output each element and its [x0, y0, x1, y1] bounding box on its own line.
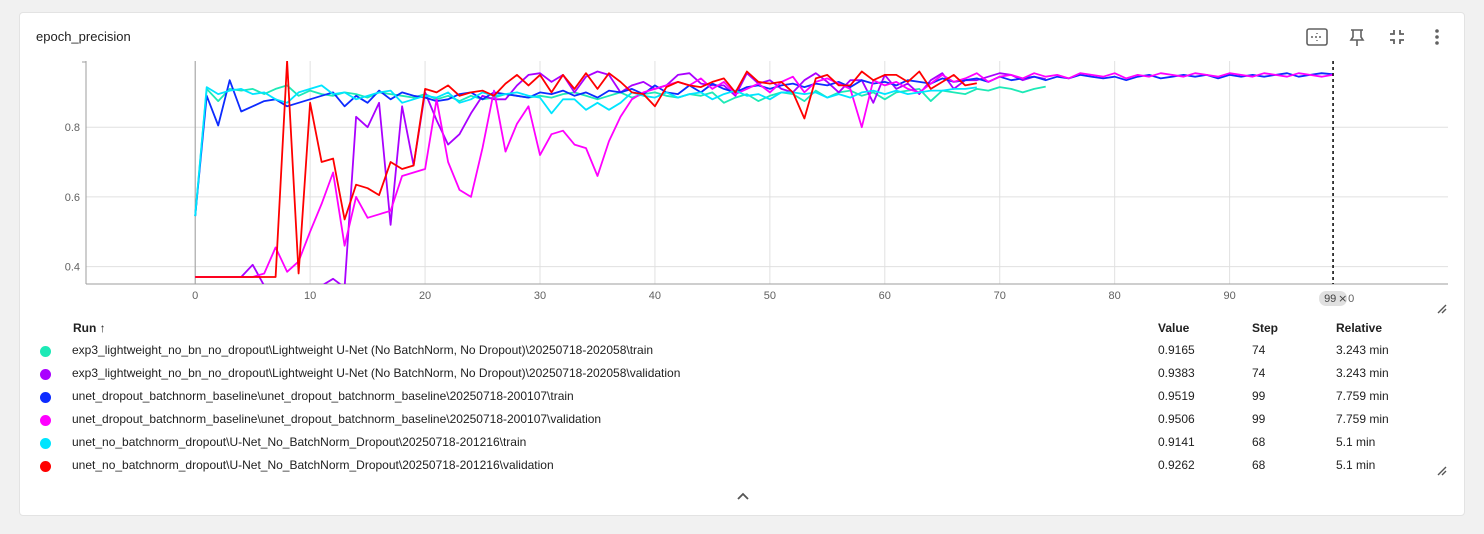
y-tick-label: 0.4	[65, 262, 80, 274]
legend-step: 68	[1252, 458, 1266, 472]
series-color-dot	[40, 461, 51, 472]
x-tick-label: 30	[534, 290, 546, 302]
y-tick-label: 0.8	[65, 122, 80, 134]
collapse-fullscreen-icon	[1390, 30, 1404, 44]
legend-relative: 3.243 min	[1336, 366, 1389, 380]
legend-run-name: unet_no_batchnorm_dropout\U-Net_No_Batch…	[72, 435, 527, 449]
y-tick-label: 0.6	[65, 192, 80, 204]
x-tick-label: 0	[192, 290, 198, 302]
legend-relative: 3.243 min	[1336, 343, 1389, 357]
legend-run-name: exp3_lightweight_no_bn_no_dropout\Lightw…	[72, 343, 654, 357]
legend-value: 0.9519	[1158, 389, 1195, 403]
legend-relative: 7.759 min	[1336, 412, 1389, 426]
legend-step: 99	[1252, 389, 1266, 403]
legend-row[interactable]: unet_dropout_batchnorm_baseline\unet_dro…	[20, 408, 1466, 431]
legend-relative: 7.759 min	[1336, 389, 1389, 403]
legend-header-run[interactable]: Run ↑	[73, 321, 106, 335]
series-line-2	[195, 70, 1046, 284]
pin-button[interactable]	[1340, 25, 1374, 49]
legend-header-relative[interactable]: Relative	[1336, 321, 1383, 335]
legend-value: 0.9141	[1158, 435, 1195, 449]
legend-value: 0.9262	[1158, 458, 1195, 472]
legend-resize-handle[interactable]	[1436, 465, 1448, 477]
fit-domain-icon	[1306, 28, 1328, 46]
chart-title: epoch_precision	[36, 29, 131, 44]
legend-row[interactable]: unet_dropout_batchnorm_baseline\unet_dro…	[20, 385, 1466, 408]
x-tick-label: 80	[1109, 290, 1121, 302]
chart-card: epoch_precision 0 10 20 30 40 50 60 70	[19, 12, 1465, 516]
legend-row[interactable]: exp3_lightweight_no_bn_no_dropout\Lightw…	[20, 362, 1466, 385]
legend-relative: 5.1 min	[1336, 458, 1376, 472]
legend-step: 74	[1252, 366, 1266, 380]
series-color-dot	[40, 415, 51, 426]
chevron-up-icon[interactable]	[734, 487, 752, 505]
series-line-6	[195, 61, 977, 278]
x-tick-label-truncated: 0	[1348, 293, 1354, 305]
line-chart[interactable]: 0 10 20 30 40 50 60 70 80 900.40.60.899 × 0	[20, 13, 1466, 313]
x-tick-label: 50	[764, 290, 776, 302]
x-tick-label: 60	[879, 290, 891, 302]
more-vert-icon	[1435, 29, 1439, 45]
series-color-dot	[40, 346, 51, 357]
series-line-4	[195, 72, 1334, 278]
pin-icon	[1349, 29, 1365, 46]
legend-run-name: unet_dropout_batchnorm_baseline\unet_dro…	[72, 412, 602, 426]
legend-relative: 5.1 min	[1336, 435, 1376, 449]
chart-resize-handle[interactable]	[1436, 303, 1448, 315]
legend-run-name: exp3_lightweight_no_bn_no_dropout\Lightw…	[72, 366, 681, 380]
x-tick-label: 70	[994, 290, 1006, 302]
legend-header-step[interactable]: Step	[1252, 321, 1279, 335]
close-icon[interactable]: ×	[1338, 292, 1347, 305]
legend-step: 99	[1252, 412, 1266, 426]
legend-value: 0.9383	[1158, 366, 1195, 380]
series-color-dot	[40, 438, 51, 449]
step-cursor-label: 99	[1324, 293, 1336, 305]
x-tick-label: 10	[304, 290, 316, 302]
legend-value: 0.9165	[1158, 343, 1195, 357]
series-color-dot	[40, 392, 51, 403]
chart-toolbar	[1300, 25, 1454, 49]
fit-domain-button[interactable]	[1300, 25, 1334, 49]
legend-row[interactable]: unet_no_batchnorm_dropout\U-Net_No_Batch…	[20, 454, 1466, 477]
more-menu-button[interactable]	[1420, 25, 1454, 49]
step-cursor-badge	[1319, 291, 1348, 306]
legend-row[interactable]: exp3_lightweight_no_bn_no_dropout\Lightw…	[20, 339, 1466, 362]
legend-run-name: unet_no_batchnorm_dropout\U-Net_No_Batch…	[72, 458, 554, 472]
series-line-5	[194, 84, 977, 217]
x-tick-label: 40	[649, 290, 661, 302]
series-line-3	[194, 72, 1334, 217]
collapse-fullscreen-button[interactable]	[1380, 25, 1414, 49]
legend-value: 0.9506	[1158, 412, 1195, 426]
series-color-dot	[40, 369, 51, 380]
x-tick-label: 20	[419, 290, 431, 302]
x-tick-label: 90	[1223, 290, 1235, 302]
legend-header-value[interactable]: Value	[1158, 321, 1190, 335]
legend-row[interactable]: unet_no_batchnorm_dropout\U-Net_No_Batch…	[20, 431, 1466, 454]
legend-step: 68	[1252, 435, 1266, 449]
legend-step: 74	[1252, 343, 1266, 357]
legend-run-name: unet_dropout_batchnorm_baseline\unet_dro…	[72, 389, 574, 403]
